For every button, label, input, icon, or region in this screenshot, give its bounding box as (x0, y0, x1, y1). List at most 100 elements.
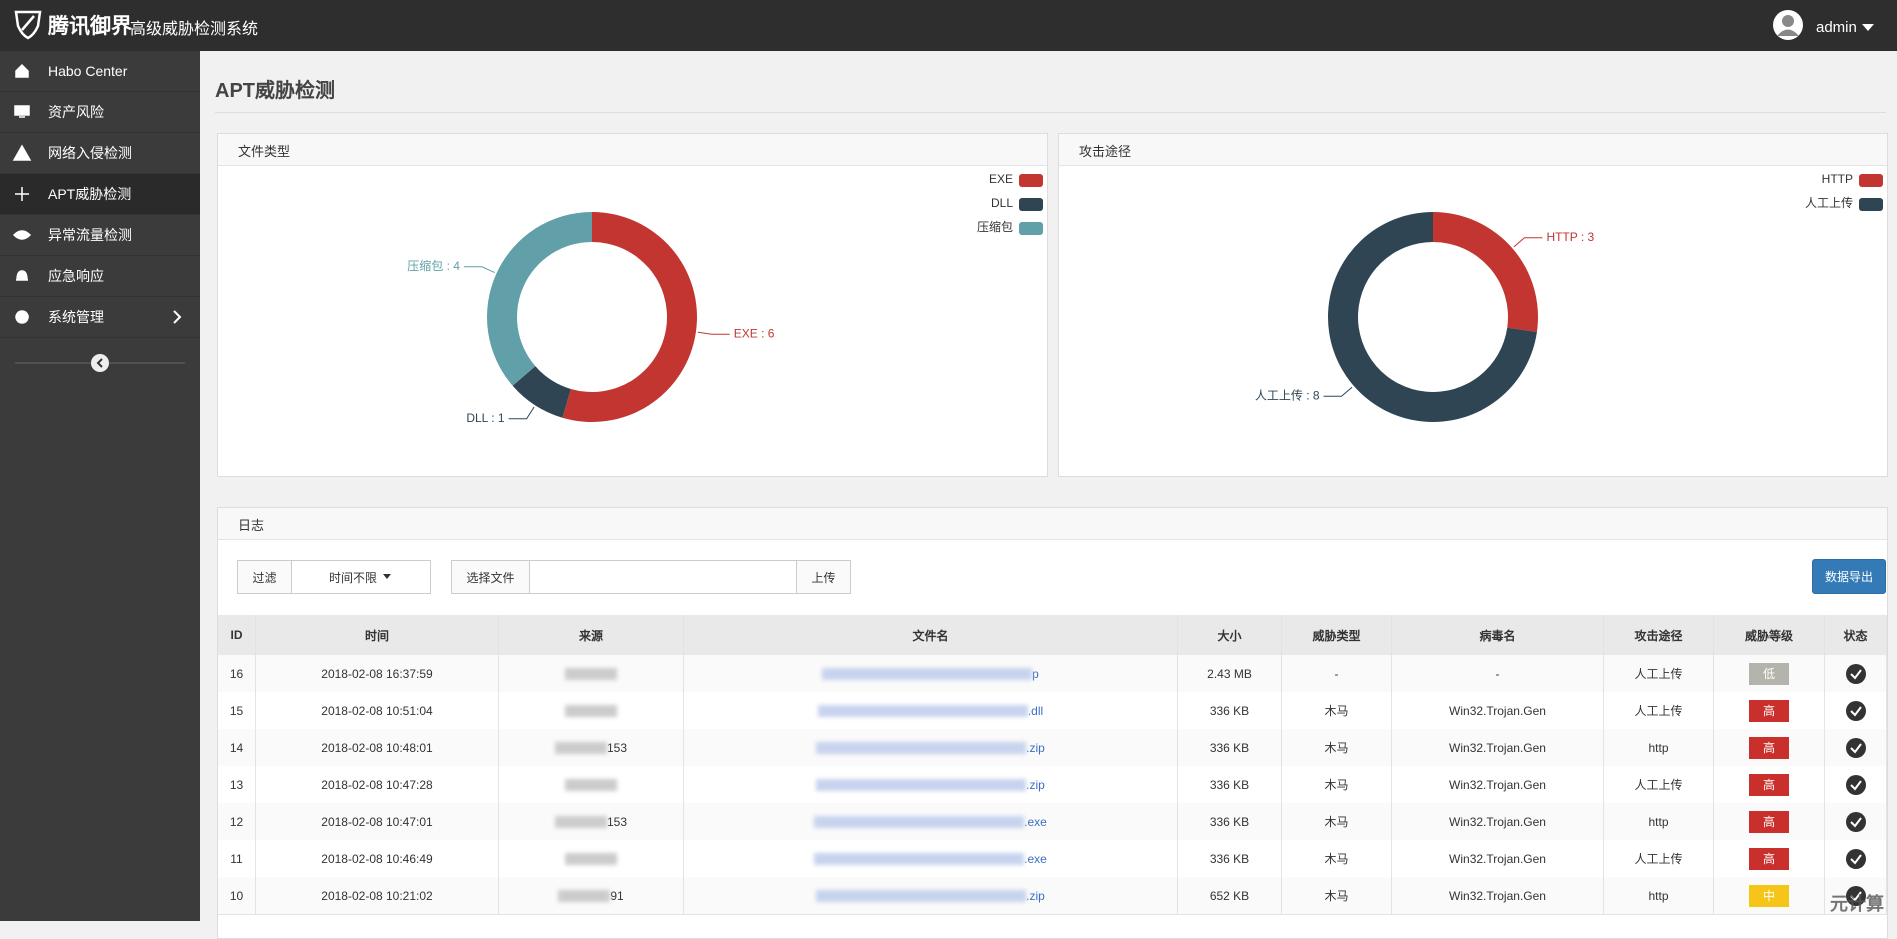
file-button[interactable]: 选择文件 (451, 560, 530, 594)
legend-label: 压缩包 (977, 219, 1013, 234)
column-header: 威胁等级 (1714, 615, 1825, 655)
cell-text: Win32.Trojan.Gen (1449, 814, 1546, 829)
table-cell: 336 KB (1178, 766, 1282, 803)
table-cell: http (1604, 877, 1714, 914)
table-cell: 16 (218, 655, 256, 692)
menu-item[interactable]: 资产风险 (0, 92, 200, 133)
cell-text[interactable]: p (1032, 666, 1039, 681)
table-cell: 木马 (1282, 877, 1392, 914)
menu-item[interactable]: 应急响应 (0, 256, 200, 297)
table-cell: 10 (218, 877, 256, 914)
cell-text[interactable]: .zip (1026, 740, 1045, 755)
menu-label: 系统管理 (48, 309, 104, 325)
cell-text: 2018-02-08 10:51:04 (321, 703, 433, 718)
collapse-control[interactable] (15, 353, 185, 373)
cell-text: 336 KB (1209, 814, 1250, 829)
icon (12, 230, 32, 240)
table-cell: 木马 (1282, 692, 1392, 729)
file-input[interactable] (529, 560, 797, 594)
cell-text: http (1648, 814, 1669, 829)
column-header: 大小 (1178, 615, 1282, 655)
table-cell (499, 766, 684, 803)
menu-label: 异常流量检测 (48, 227, 132, 243)
cell-text: 14 (229, 740, 244, 755)
cell-text: 2.43 MB (1207, 666, 1252, 681)
redacted (816, 889, 1027, 902)
status-icon[interactable] (1845, 885, 1867, 907)
status-icon[interactable] (1845, 663, 1867, 685)
legend-label: EXE (989, 172, 1013, 186)
cell-text[interactable]: .exe (1024, 814, 1047, 829)
status-icon[interactable] (1845, 737, 1867, 759)
menu-item[interactable]: 异常流量检测 (0, 215, 200, 256)
cell-text: 木马 (1324, 852, 1349, 866)
time-filter[interactable]: 时间不限 (291, 560, 431, 594)
icon (1849, 853, 1862, 865)
column-header: 文件名 (684, 615, 1178, 655)
cell-text[interactable]: .zip (1026, 888, 1045, 903)
menu-icon (14, 105, 30, 118)
redacted (817, 704, 1028, 717)
export-button[interactable]: 数据导出 (1812, 559, 1886, 594)
table-cell: 91 (499, 877, 684, 914)
logo (14, 10, 42, 40)
cell-text[interactable]: .exe (1024, 851, 1047, 866)
icon (1845, 737, 1866, 758)
cell-text[interactable]: .zip (1026, 777, 1045, 792)
column-header: 来源 (499, 615, 684, 655)
label-line (697, 331, 730, 335)
table-cell: 木马 (1282, 840, 1392, 877)
data-label: 人工上传 : 8 (1255, 387, 1320, 402)
chart-panel: 攻击途径 HTTP : 3 HTTP 人工上传 : 8 人工上传 (1058, 133, 1888, 477)
table-cell: 人工上传 (1604, 766, 1714, 803)
data-label: EXE : 6 (734, 326, 775, 340)
menu-item[interactable]: APT威胁检测 (0, 174, 200, 215)
table-cell: Win32.Trojan.Gen (1392, 692, 1604, 729)
table-cell: 336 KB (1178, 803, 1282, 840)
status-icon[interactable] (1845, 811, 1867, 833)
menu-item[interactable]: Habo Center (0, 51, 200, 92)
avatar[interactable] (1772, 9, 1804, 41)
status-icon[interactable] (1845, 774, 1867, 796)
table-cell: 15 (218, 692, 256, 729)
cell-text: 15 (229, 703, 244, 718)
cell-text[interactable]: .dll (1027, 703, 1044, 718)
caret[interactable] (1862, 24, 1874, 32)
menu-label: 网络入侵检测 (48, 145, 132, 161)
donut-slice (1433, 212, 1538, 332)
legend-swatch (1019, 198, 1043, 211)
threat-badge: 中 (1749, 884, 1789, 907)
cell-text: 153 (606, 814, 628, 829)
header: 腾讯御界 高级威胁检测系统 admin (0, 0, 1897, 51)
column-header: 病毒名 (1392, 615, 1604, 655)
status-icon[interactable] (1845, 700, 1867, 722)
threat-badge: 高 (1749, 847, 1789, 870)
table-cell: 652 KB (1178, 877, 1282, 914)
cell-text: 652 KB (1209, 888, 1250, 903)
table-cell (499, 655, 684, 692)
table-row: 11 2018-02-08 10:46:49 .exe 336 KB 木马 Win32.T… (218, 840, 1887, 878)
cell-text: 336 KB (1209, 777, 1250, 792)
table-cell: 13 (218, 766, 256, 803)
redacted (814, 815, 1025, 828)
table-cell: http (1604, 803, 1714, 840)
menu-label: APT威胁检测 (48, 186, 132, 202)
menu-item[interactable]: 系统管理 (0, 297, 200, 338)
user-name[interactable]: admin (1816, 19, 1857, 36)
table-row: 15 2018-02-08 10:51:04 .dll 336 KB 木马 Win32.T… (218, 692, 1887, 730)
status-icon[interactable] (1845, 848, 1867, 870)
submenu-arrow (173, 310, 182, 324)
cell-text: 人工上传 (1634, 778, 1683, 792)
table-cell: .exe (684, 840, 1178, 877)
redacted (822, 667, 1033, 680)
cell-text: 2018-02-08 10:46:49 (321, 851, 433, 866)
menu-item[interactable]: 网络入侵检测 (0, 133, 200, 174)
upload-button[interactable]: 上传 (796, 560, 851, 594)
table-cell (1825, 803, 1887, 840)
cell-text: 91 (610, 888, 624, 903)
icon (1849, 742, 1862, 754)
collapse-button (91, 354, 109, 372)
caret (383, 574, 391, 579)
log-panel: 日志 过滤 时间不限 选择文件 上传 数据导出 ID 时间 来源 文件名 大小 威胁类型病… (217, 507, 1888, 939)
cell-text: 336 KB (1209, 740, 1250, 755)
